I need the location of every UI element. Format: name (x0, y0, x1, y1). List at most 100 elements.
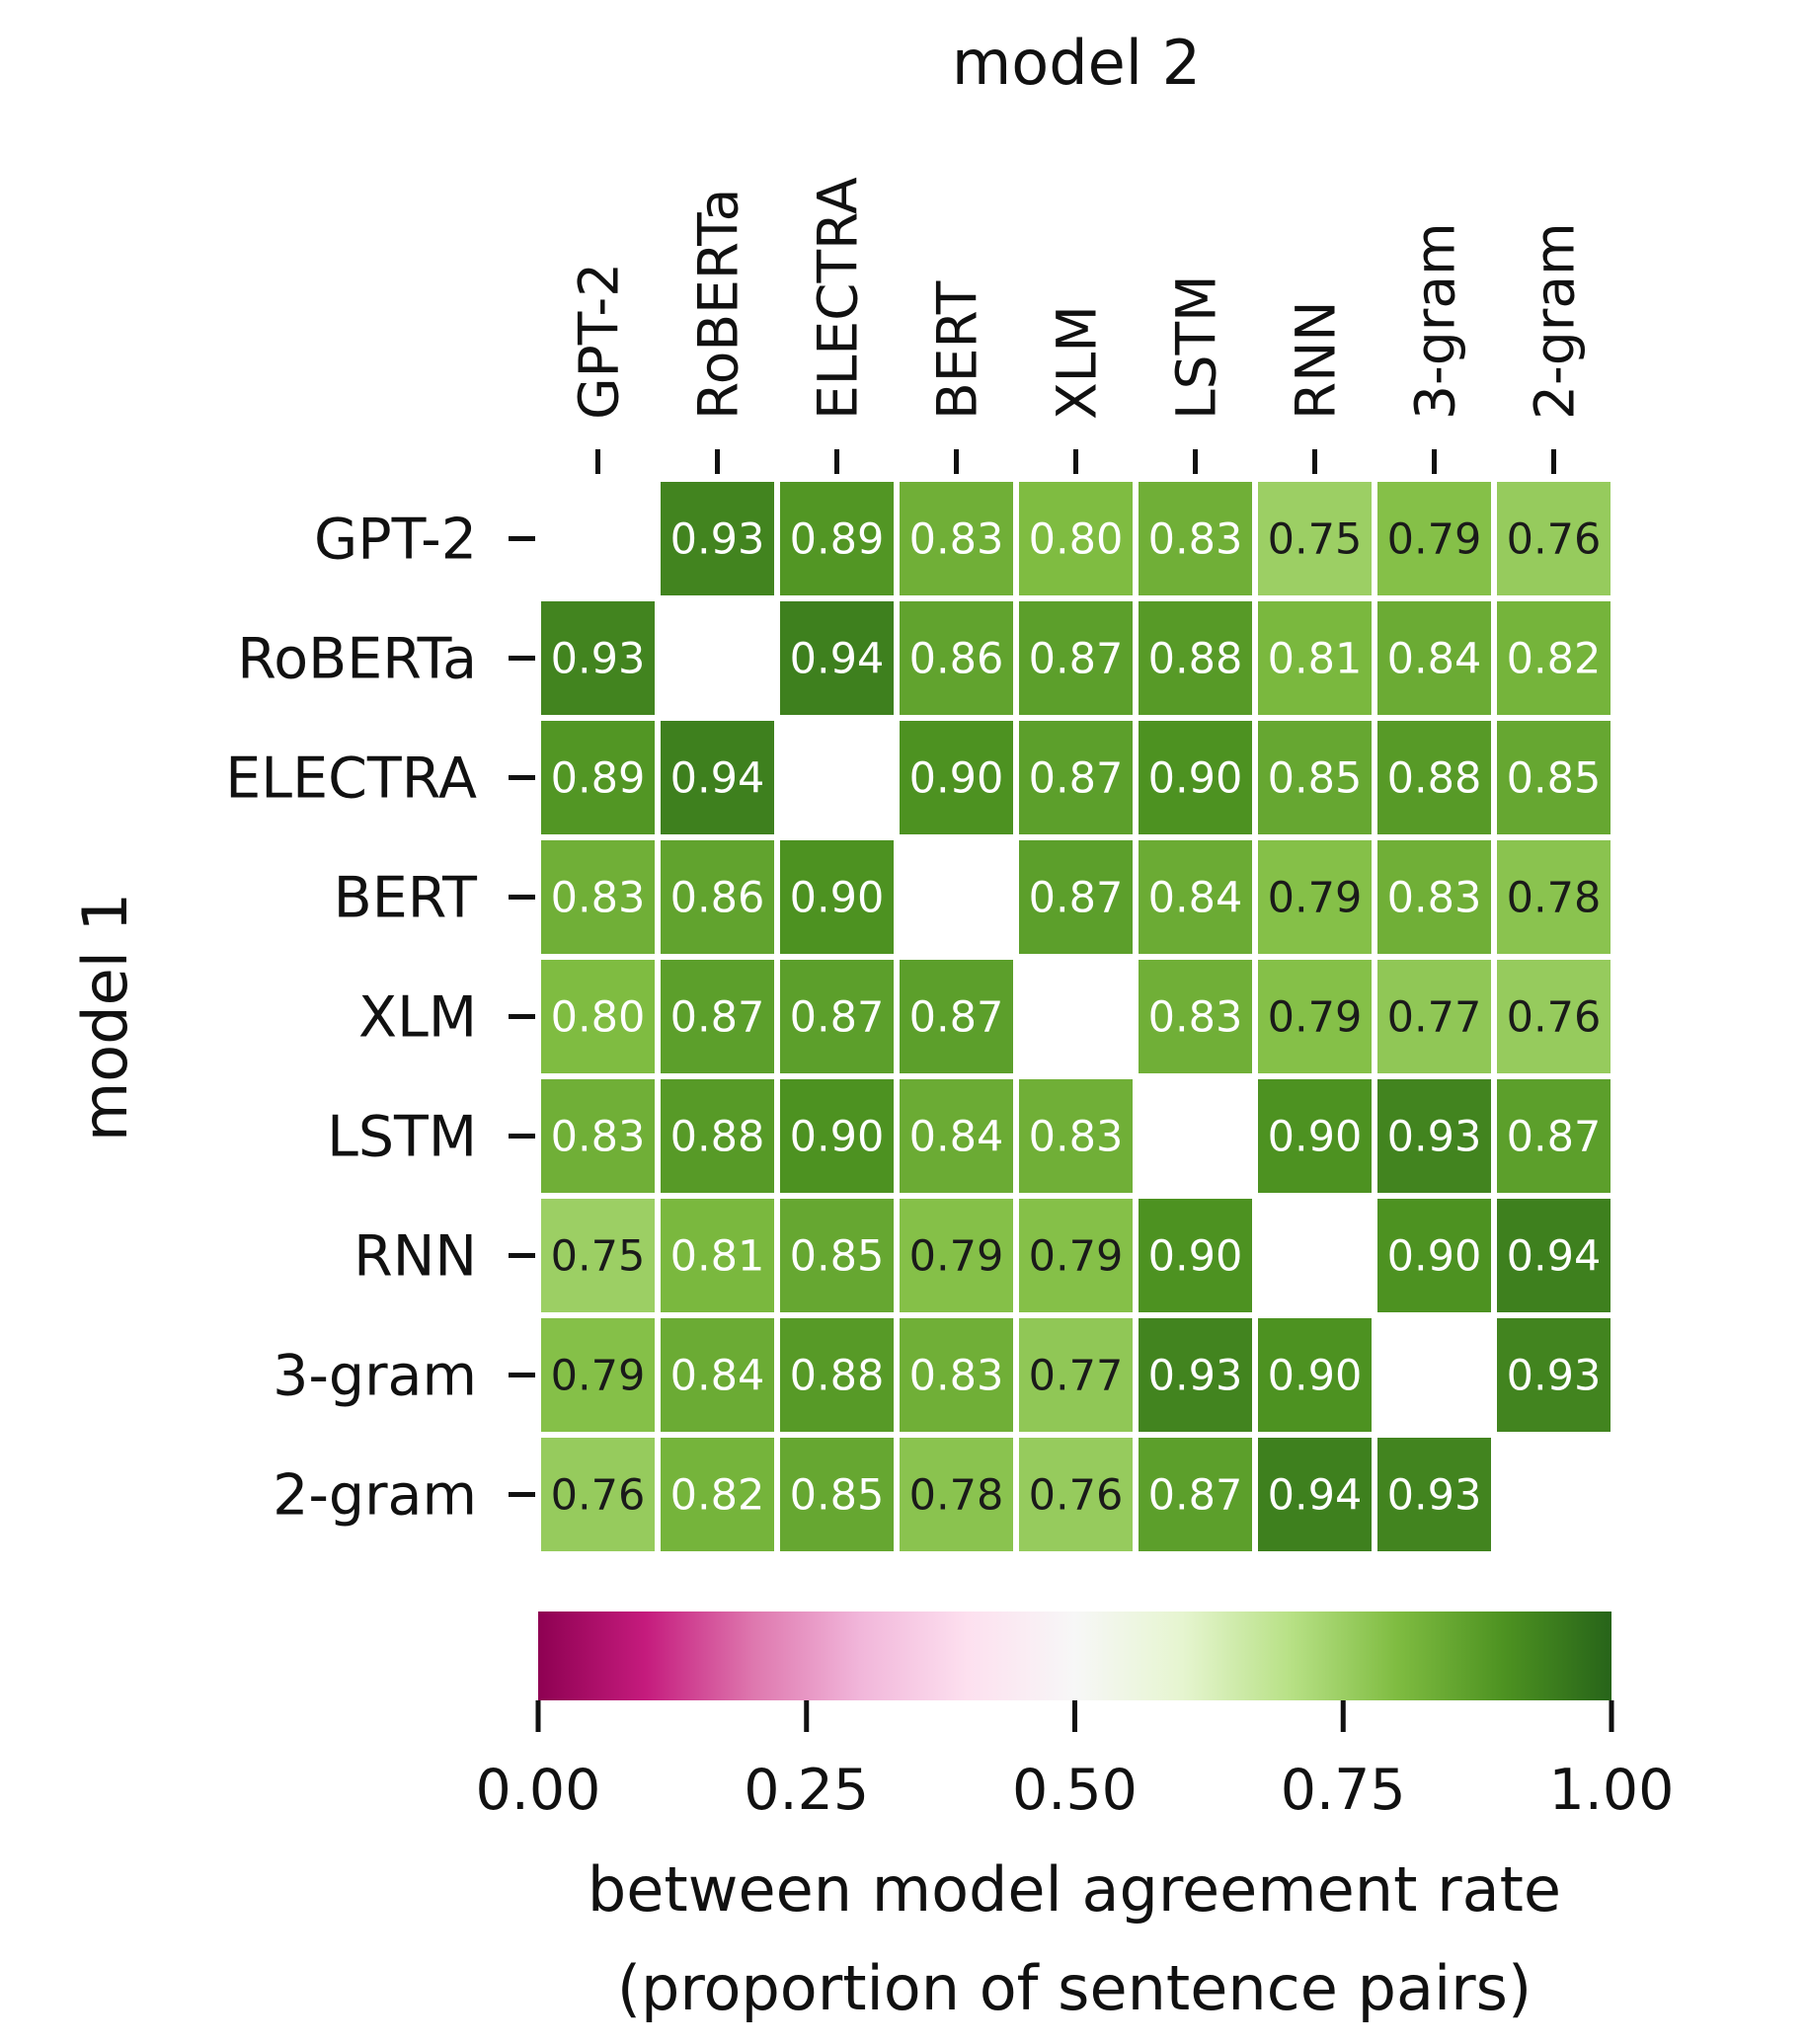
cell-value-label: 0.90 (1268, 1113, 1363, 1162)
cell-value-label: 0.85 (1268, 754, 1363, 804)
column-label: RoBERTa (687, 189, 750, 420)
column-label: BERT (926, 280, 989, 420)
row-label: XLM (358, 985, 477, 1051)
heatmap-cell (1013, 476, 1139, 601)
cell-value-label: 0.76 (551, 1471, 646, 1521)
heatmap-cell (655, 834, 780, 960)
heatmap-cell (1252, 1312, 1377, 1438)
column-labels: GPT-2 RoBERTa ELECTRA BERT XLM LSTM RNN 3-gram 2… (568, 177, 1587, 474)
cell-value-label: 0.83 (551, 1113, 646, 1162)
cell-value-label: 0.76 (1507, 515, 1602, 565)
cell-value-label: 0.80 (1029, 515, 1124, 565)
colorbar: 0.00 0.25 0.50 0.75 1.00 between model agree… (476, 1612, 1675, 2024)
cell-value-label: 0.77 (1387, 993, 1482, 1043)
heatmap-cell (774, 954, 900, 1079)
heatmap-cell (1372, 715, 1497, 840)
row-label: BERT (334, 866, 478, 931)
heatmap-cell (894, 1193, 1019, 1318)
cell-value-label: 0.84 (909, 1113, 1004, 1162)
heatmap-cells: 0.93 0.89 0.83 0.80 0.83 0.75 0.79 0.76 0.93 0.94… (535, 476, 1616, 1557)
column-label: 3-gram (1404, 222, 1467, 420)
cell-value-label: 0.88 (790, 1352, 885, 1401)
chart-title: model 2 (952, 27, 1201, 99)
row-label: 2-gram (273, 1463, 477, 1529)
cell-value-label: 0.86 (909, 635, 1004, 684)
heatmap-cell (1252, 1073, 1377, 1199)
cell-value-label: 0.87 (670, 993, 765, 1043)
heatmap-cell (894, 1432, 1019, 1557)
cell-value-label: 0.79 (1387, 515, 1482, 565)
heatmap-cell (774, 476, 900, 601)
cell-value-label: 0.83 (1148, 993, 1243, 1043)
cell-value-label: 0.93 (1387, 1471, 1482, 1521)
heatmap-cell (1372, 1073, 1497, 1199)
cell-value-label: 0.84 (1387, 635, 1482, 684)
cell-value-label: 0.80 (551, 993, 646, 1043)
heatmap-cell (1491, 954, 1616, 1079)
cell-value-label: 0.83 (1148, 515, 1243, 565)
colorbar-tick-label: 1.00 (1549, 1758, 1675, 1823)
column-label: 2-gram (1524, 222, 1587, 420)
cell-value-label: 0.79 (1268, 993, 1363, 1043)
heatmap-cell (774, 1193, 900, 1318)
column-label: RNN (1285, 300, 1348, 420)
cell-value-label: 0.83 (909, 1352, 1004, 1401)
row-label: GPT-2 (314, 508, 477, 573)
cell-value-label: 0.90 (1387, 1232, 1482, 1282)
cell-value-label: 0.90 (1268, 1352, 1363, 1401)
cell-value-label: 0.88 (1148, 635, 1243, 684)
cell-value-label: 0.83 (551, 874, 646, 923)
cell-value-label: 0.93 (1387, 1113, 1482, 1162)
colorbar-label-line1: between model agreement rate (588, 1853, 1561, 1926)
cell-value-label: 0.93 (1148, 1352, 1243, 1401)
cell-value-label: 0.87 (1148, 1471, 1243, 1521)
cell-value-label: 0.79 (1268, 874, 1363, 923)
heatmap-cell (774, 834, 900, 960)
cell-value-label: 0.75 (551, 1232, 646, 1282)
cell-value-label: 0.89 (790, 515, 885, 565)
column-label: ELECTRA (807, 177, 870, 420)
column-label: LSTM (1165, 275, 1228, 420)
heatmap-cell (1491, 1312, 1616, 1438)
cell-value-label: 0.75 (1268, 515, 1363, 565)
cell-value-label: 0.85 (790, 1232, 885, 1282)
cell-value-label: 0.93 (1507, 1352, 1602, 1401)
heatmap-cell (1133, 1312, 1258, 1438)
row-labels: GPT-2 RoBERTa ELECTRA BERT XLM LSTM RNN 3-gram 2… (225, 508, 535, 1529)
heatmap-cell (1491, 715, 1616, 840)
heatmap-cell (1013, 1073, 1139, 1199)
heatmap-cell (894, 1073, 1019, 1199)
column-label: XLM (1046, 305, 1109, 420)
column-label: GPT-2 (568, 263, 631, 420)
cell-value-label: 0.87 (1029, 754, 1124, 804)
row-label: ELECTRA (225, 747, 477, 812)
colorbar-tick-label: 0.75 (1281, 1758, 1406, 1823)
row-label: 3-gram (273, 1344, 477, 1409)
cell-value-label: 0.79 (909, 1232, 1004, 1282)
cell-value-label: 0.78 (1507, 874, 1602, 923)
cell-value-label: 0.94 (790, 635, 885, 684)
colorbar-gradient (538, 1612, 1611, 1700)
row-label: RoBERTa (237, 627, 477, 692)
heatmap-cell (1372, 1432, 1497, 1557)
cell-value-label: 0.94 (1268, 1471, 1363, 1521)
cell-value-label: 0.89 (551, 754, 646, 804)
cell-value-label: 0.93 (551, 635, 646, 684)
cell-value-label: 0.79 (551, 1352, 646, 1401)
heatmap-cell (655, 1193, 780, 1318)
cell-value-label: 0.93 (670, 515, 765, 565)
cell-value-label: 0.78 (909, 1471, 1004, 1521)
cell-value-label: 0.83 (1387, 874, 1482, 923)
cell-value-label: 0.76 (1507, 993, 1602, 1043)
cell-value-label: 0.83 (1029, 1113, 1124, 1162)
heatmap-cell (1133, 1432, 1258, 1557)
cell-value-label: 0.88 (670, 1113, 765, 1162)
cell-value-label: 0.87 (909, 993, 1004, 1043)
row-label: LSTM (327, 1105, 477, 1170)
cell-value-label: 0.82 (1507, 635, 1602, 684)
cell-value-label: 0.90 (909, 754, 1004, 804)
colorbar-tick-label: 0.50 (1012, 1758, 1138, 1823)
cell-value-label: 0.90 (1148, 1232, 1243, 1282)
cell-value-label: 0.82 (670, 1471, 765, 1521)
